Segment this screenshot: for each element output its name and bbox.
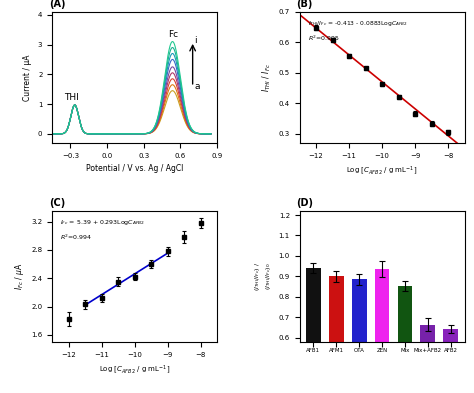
Text: THI: THI	[64, 93, 79, 102]
Bar	[352, 279, 366, 393]
Y-axis label: $(I_{THI}/I_{Fc})$ /
$(I_{THI}/I_{Fc})_0$: $(I_{THI}/I_{Fc})$ / $(I_{THI}/I_{Fc})_0…	[253, 262, 273, 291]
Text: (D): (D)	[296, 198, 313, 208]
Y-axis label: Current / μA: Current / μA	[23, 54, 32, 101]
Bar	[306, 268, 321, 393]
Bar	[443, 329, 458, 393]
Bar	[374, 269, 390, 393]
Text: (C): (C)	[49, 198, 65, 208]
Y-axis label: $I_{THI}$ / $I_{Fc}$: $I_{THI}$ / $I_{Fc}$	[261, 63, 273, 92]
Text: $R^2$=0.995: $R^2$=0.995	[308, 33, 340, 43]
Text: $I_{THI}/I_{Fc}$ = -0.413 - 0.0883Log$C_{AFB2}$: $I_{THI}/I_{Fc}$ = -0.413 - 0.0883Log$C_…	[308, 19, 408, 28]
X-axis label: Log [$C_{AFB2}$ / g mL$^{-1}$]: Log [$C_{AFB2}$ / g mL$^{-1}$]	[99, 363, 170, 376]
Text: (A): (A)	[49, 0, 65, 9]
X-axis label: Potential / V vs. Ag / AgCl: Potential / V vs. Ag / AgCl	[86, 164, 183, 173]
Text: $I_{Fc}$ = 5.39 + 0.293Log$C_{AFB2}$: $I_{Fc}$ = 5.39 + 0.293Log$C_{AFB2}$	[60, 218, 146, 227]
Text: $R^2$=0.994: $R^2$=0.994	[60, 233, 93, 242]
Text: i: i	[194, 36, 197, 45]
Bar	[329, 276, 344, 393]
Bar	[398, 286, 412, 393]
Text: Fc: Fc	[168, 30, 178, 39]
Text: (B): (B)	[296, 0, 313, 9]
Y-axis label: $I_{Fc}$ / $\mu$A: $I_{Fc}$ / $\mu$A	[13, 263, 26, 290]
X-axis label: Log [$C_{AFB2}$ / g mL$^{-1}$]: Log [$C_{AFB2}$ / g mL$^{-1}$]	[346, 164, 418, 177]
Text: a: a	[194, 82, 200, 91]
Bar	[420, 325, 435, 393]
